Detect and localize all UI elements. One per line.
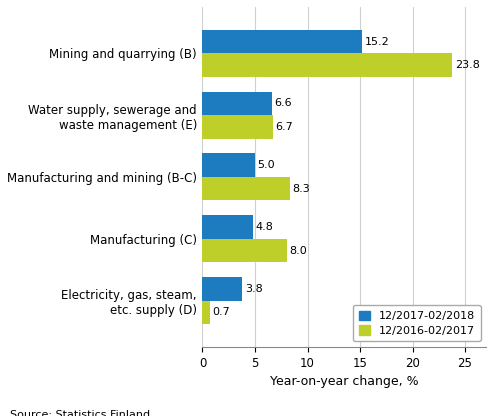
Text: 4.8: 4.8	[255, 222, 274, 232]
Text: 15.2: 15.2	[365, 37, 389, 47]
Text: 23.8: 23.8	[455, 60, 480, 70]
Bar	[203, 154, 255, 177]
Bar	[203, 239, 286, 262]
Text: 6.7: 6.7	[276, 122, 293, 132]
Bar	[203, 115, 273, 139]
Text: 8.0: 8.0	[289, 245, 307, 255]
Text: 3.8: 3.8	[245, 284, 263, 294]
Bar	[203, 301, 210, 324]
Text: Source: Statistics Finland: Source: Statistics Finland	[10, 410, 150, 416]
Bar	[203, 92, 272, 115]
Bar	[203, 277, 243, 301]
X-axis label: Year-on-year change, %: Year-on-year change, %	[270, 375, 419, 388]
Bar	[203, 177, 290, 201]
Text: 6.6: 6.6	[275, 99, 292, 109]
Bar	[203, 30, 362, 53]
Bar	[203, 215, 253, 239]
Text: 8.3: 8.3	[292, 184, 310, 194]
Text: 5.0: 5.0	[258, 160, 275, 170]
Legend: 12/2017-02/2018, 12/2016-02/2017: 12/2017-02/2018, 12/2016-02/2017	[353, 305, 481, 342]
Bar	[203, 53, 453, 77]
Text: 0.7: 0.7	[212, 307, 230, 317]
